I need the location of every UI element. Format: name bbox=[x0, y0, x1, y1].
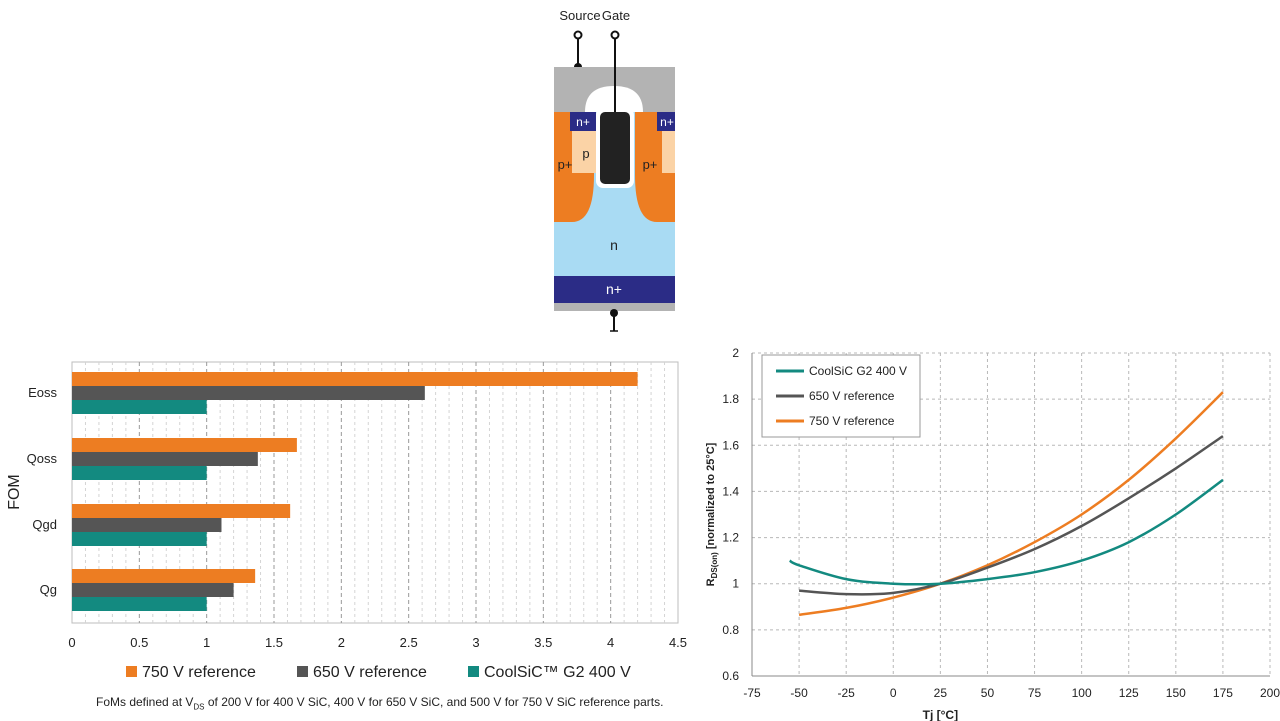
n-plus-substrate-label: n+ bbox=[606, 281, 622, 297]
bar-qoss-0 bbox=[72, 438, 297, 452]
n-plus-right-region bbox=[657, 112, 675, 131]
y-tick-label: 1.4 bbox=[722, 484, 739, 498]
x-tick-label: -75 bbox=[743, 686, 761, 700]
x-tick-label: 0.5 bbox=[130, 635, 148, 650]
x-tick-label: 3.5 bbox=[534, 635, 552, 650]
gate-label: Gate bbox=[602, 8, 630, 23]
rdson-line-chart: -75 -50 -25 0 25 50 75 100 125 150 175 200 0.6 0.8 1 1.… bbox=[705, 346, 1280, 721]
legend-swatch bbox=[297, 666, 308, 677]
p-label: p bbox=[582, 146, 589, 161]
x-tick-label: 4 bbox=[607, 635, 614, 650]
series-line-0 bbox=[789, 478, 1224, 586]
category-label: Qg bbox=[40, 582, 57, 597]
y-tick-label: 1.2 bbox=[722, 531, 739, 545]
bar-qg-1 bbox=[72, 583, 234, 597]
x-tick-label: 2 bbox=[338, 635, 345, 650]
y-axis-title-rest: [normalized to 25°C] bbox=[705, 442, 717, 552]
footnote-sub: DS bbox=[193, 702, 205, 712]
bar-eoss-0 bbox=[72, 372, 638, 386]
footnote-suffix: of 200 V for 400 V SiC, 400 V for 650 V … bbox=[204, 695, 664, 709]
n-drift-label: n bbox=[610, 237, 618, 253]
category-label: Qoss bbox=[27, 451, 58, 466]
x-tick-label: 150 bbox=[1166, 686, 1186, 700]
y-axis-title-main: R bbox=[705, 578, 717, 586]
x-tick-label: 1.5 bbox=[265, 635, 283, 650]
drain-metal bbox=[554, 303, 675, 311]
mosfet-cross-section-diagram: Source Gate n+ n+ p p+ p+ n n+ bbox=[554, 8, 675, 332]
y-tick-label: 1.8 bbox=[722, 392, 739, 406]
bar-qoss-2 bbox=[72, 466, 207, 480]
y-axis-title-sub: DS(on) bbox=[710, 552, 719, 579]
x-tick-label: 25 bbox=[934, 686, 948, 700]
n-plus-left-label: n+ bbox=[576, 115, 590, 129]
bar-qg-2 bbox=[72, 597, 207, 611]
x-tick-label: 4.5 bbox=[669, 635, 687, 650]
p-body-region bbox=[572, 131, 596, 173]
x-tick-label: -25 bbox=[838, 686, 856, 700]
series-line-2 bbox=[798, 391, 1224, 617]
y-tick-label: 0.8 bbox=[722, 623, 739, 637]
bar-qoss-1 bbox=[72, 452, 258, 466]
category-label: Qgd bbox=[32, 517, 57, 532]
p-plus-right-label: p+ bbox=[643, 157, 658, 172]
n-plus-left-region bbox=[570, 112, 596, 131]
chart-footnote: FoMs defined at VDS of 200 V for 400 V S… bbox=[96, 695, 663, 711]
footnote-prefix: FoMs defined at V bbox=[96, 695, 194, 709]
source-terminal bbox=[573, 30, 583, 71]
drain-terminal bbox=[610, 309, 618, 332]
x-tick-label: 50 bbox=[981, 686, 995, 700]
legend-label: CoolSiC™ G2 400 V bbox=[484, 664, 631, 681]
n-plus-right-label: n+ bbox=[660, 115, 674, 129]
legend-label: 650 V reference bbox=[313, 664, 427, 681]
legend-label: 750 V reference bbox=[142, 664, 256, 681]
x-tick-label: 125 bbox=[1119, 686, 1139, 700]
y-tick-label: 1.6 bbox=[722, 438, 739, 452]
x-tick-label: 100 bbox=[1072, 686, 1092, 700]
legend-label: CoolSiC G2 400 V bbox=[809, 364, 907, 378]
y-axis-title: FOM bbox=[6, 474, 23, 510]
bar-qg-0 bbox=[72, 569, 256, 583]
x-tick-label: 3 bbox=[472, 635, 479, 650]
legend-label: 750 V reference bbox=[809, 414, 895, 428]
n-plus-substrate-region bbox=[554, 276, 675, 303]
bar-qgd-0 bbox=[72, 504, 291, 518]
category-label: Eoss bbox=[28, 385, 57, 400]
x-tick-label: 0 bbox=[68, 635, 75, 650]
legend-swatch bbox=[468, 666, 479, 677]
legend-label: 650 V reference bbox=[809, 389, 895, 403]
y-axis-title: RDS(on) [normalized to 25°C] bbox=[705, 442, 719, 586]
x-tick-label: 175 bbox=[1213, 686, 1233, 700]
gate-trench-poly bbox=[600, 112, 630, 184]
bar-qgd-2 bbox=[72, 532, 207, 546]
y-tick-label: 1 bbox=[732, 577, 739, 591]
series-line-1 bbox=[799, 435, 1224, 596]
fom-bar-chart: 0 0.5 1 1.5 2 2.5 3 3.5 4 4.5 Eoss Qoss Qgd Qg FOM 750 … bbox=[6, 361, 687, 681]
x-tick-label: 2.5 bbox=[400, 635, 418, 650]
p-plus-left-label: p+ bbox=[558, 157, 573, 172]
x-axis-title: Tj [°C] bbox=[923, 708, 958, 721]
legend-swatch bbox=[126, 666, 137, 677]
bar-eoss-1 bbox=[72, 386, 425, 400]
bar-eoss-2 bbox=[72, 400, 207, 414]
x-tick-label: 0 bbox=[890, 686, 897, 700]
x-tick-label: 200 bbox=[1260, 686, 1280, 700]
source-label: Source bbox=[559, 8, 600, 23]
p-body-region-right bbox=[662, 131, 675, 173]
y-tick-label: 2 bbox=[732, 346, 739, 360]
x-tick-label: 1 bbox=[203, 635, 210, 650]
x-tick-label: -50 bbox=[790, 686, 808, 700]
bar-qgd-1 bbox=[72, 518, 222, 532]
gate-terminal bbox=[610, 30, 620, 112]
x-tick-label: 75 bbox=[1028, 686, 1042, 700]
y-tick-label: 0.6 bbox=[722, 669, 739, 683]
